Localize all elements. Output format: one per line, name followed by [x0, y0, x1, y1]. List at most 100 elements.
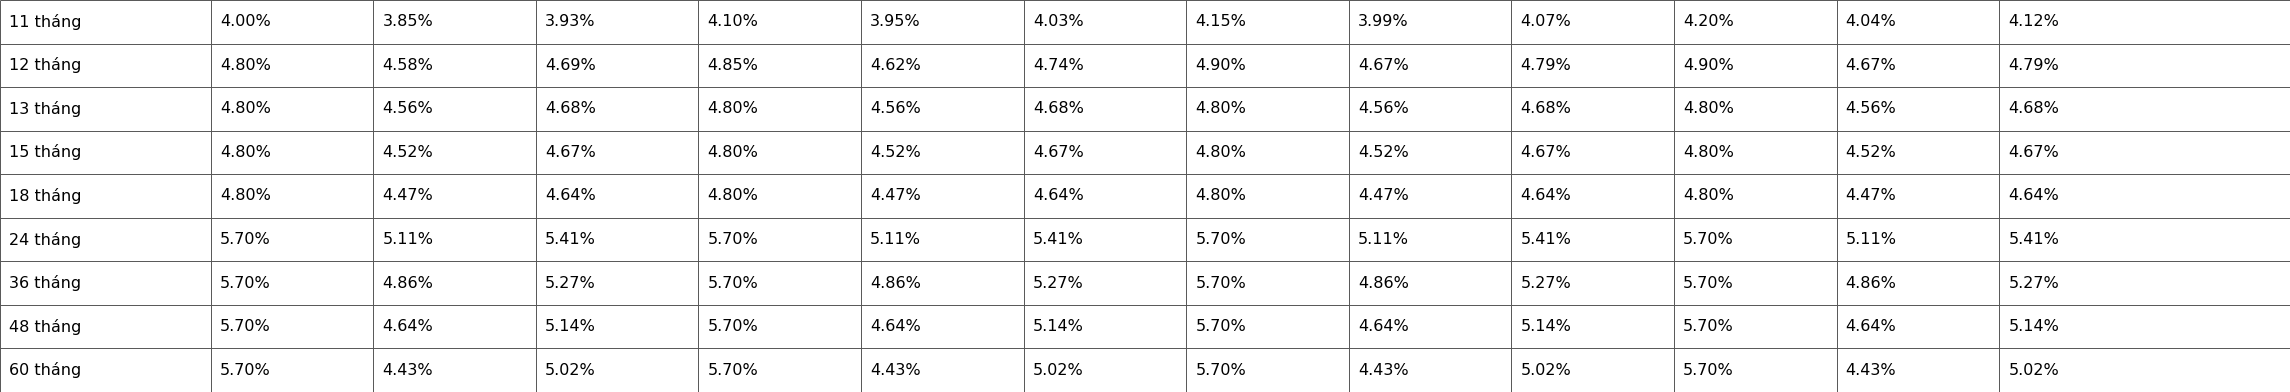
Text: 4.68%: 4.68% [1521, 102, 1571, 116]
Text: 4.80%: 4.80% [220, 145, 270, 160]
Text: 4.52%: 4.52% [382, 145, 433, 160]
Text: 4.64%: 4.64% [870, 319, 921, 334]
Text: 4.80%: 4.80% [220, 189, 270, 203]
Text: 4.58%: 4.58% [382, 58, 433, 73]
Text: 12 tháng: 12 tháng [9, 57, 82, 73]
Text: 4.86%: 4.86% [1358, 276, 1408, 290]
Text: 5.70%: 5.70% [220, 232, 270, 247]
Text: 4.20%: 4.20% [1683, 14, 1734, 29]
Text: 5.27%: 5.27% [1033, 276, 1083, 290]
Text: 5.02%: 5.02% [1033, 363, 1083, 378]
Text: 4.80%: 4.80% [1195, 189, 1246, 203]
Text: 4.43%: 4.43% [870, 363, 921, 378]
Text: 5.70%: 5.70% [1195, 276, 1246, 290]
Text: 5.11%: 5.11% [870, 232, 921, 247]
Text: 5.70%: 5.70% [708, 232, 758, 247]
Text: 3.85%: 3.85% [382, 14, 433, 29]
Text: 4.67%: 4.67% [1521, 145, 1571, 160]
Text: 4.90%: 4.90% [1195, 58, 1246, 73]
Text: 4.80%: 4.80% [708, 102, 758, 116]
Text: 5.02%: 5.02% [2008, 363, 2059, 378]
Text: 4.47%: 4.47% [1358, 189, 1408, 203]
Text: 4.47%: 4.47% [1846, 189, 1896, 203]
Text: 5.70%: 5.70% [1683, 363, 1734, 378]
Text: 4.64%: 4.64% [382, 319, 433, 334]
Text: 5.41%: 5.41% [1521, 232, 1571, 247]
Text: 5.11%: 5.11% [1846, 232, 1896, 247]
Text: 4.86%: 4.86% [870, 276, 921, 290]
Text: 4.47%: 4.47% [382, 189, 433, 203]
Text: 4.04%: 4.04% [1846, 14, 1896, 29]
Text: 4.64%: 4.64% [1846, 319, 1896, 334]
Text: 5.02%: 5.02% [545, 363, 595, 378]
Text: 5.70%: 5.70% [1195, 363, 1246, 378]
Text: 4.68%: 4.68% [2008, 102, 2059, 116]
Text: 4.80%: 4.80% [1683, 145, 1734, 160]
Text: 4.80%: 4.80% [1195, 145, 1246, 160]
Text: 4.15%: 4.15% [1195, 14, 1246, 29]
Text: 4.67%: 4.67% [545, 145, 595, 160]
Text: 5.70%: 5.70% [1195, 319, 1246, 334]
Text: 4.64%: 4.64% [545, 189, 595, 203]
Text: 36 tháng: 36 tháng [9, 275, 80, 291]
Text: 4.80%: 4.80% [708, 145, 758, 160]
Text: 4.80%: 4.80% [1683, 189, 1734, 203]
Text: 3.99%: 3.99% [1358, 14, 1408, 29]
Text: 3.93%: 3.93% [545, 14, 595, 29]
Text: 4.79%: 4.79% [1521, 58, 1571, 73]
Text: 5.70%: 5.70% [220, 363, 270, 378]
Text: 13 tháng: 13 tháng [9, 101, 82, 117]
Text: 4.80%: 4.80% [1683, 102, 1734, 116]
Text: 5.70%: 5.70% [708, 363, 758, 378]
Text: 4.62%: 4.62% [870, 58, 921, 73]
Text: 5.41%: 5.41% [2008, 232, 2059, 247]
Text: 4.00%: 4.00% [220, 14, 270, 29]
Text: 4.79%: 4.79% [2008, 58, 2059, 73]
Text: 5.70%: 5.70% [1683, 232, 1734, 247]
Text: 4.64%: 4.64% [1521, 189, 1571, 203]
Text: 5.70%: 5.70% [1683, 319, 1734, 334]
Text: 4.80%: 4.80% [220, 102, 270, 116]
Text: 4.10%: 4.10% [708, 14, 758, 29]
Text: 4.52%: 4.52% [1846, 145, 1896, 160]
Text: 4.67%: 4.67% [1033, 145, 1083, 160]
Text: 4.43%: 4.43% [1846, 363, 1896, 378]
Text: 48 tháng: 48 tháng [9, 319, 82, 335]
Text: 4.85%: 4.85% [708, 58, 758, 73]
Text: 4.69%: 4.69% [545, 58, 595, 73]
Text: 4.03%: 4.03% [1033, 14, 1083, 29]
Text: 4.56%: 4.56% [1358, 102, 1408, 116]
Text: 5.11%: 5.11% [1358, 232, 1408, 247]
Text: 4.47%: 4.47% [870, 189, 921, 203]
Text: 3.95%: 3.95% [870, 14, 921, 29]
Text: 4.64%: 4.64% [2008, 189, 2059, 203]
Text: 4.12%: 4.12% [2008, 14, 2059, 29]
Text: 4.52%: 4.52% [870, 145, 921, 160]
Text: 5.27%: 5.27% [2008, 276, 2059, 290]
Text: 5.02%: 5.02% [1521, 363, 1571, 378]
Text: 4.67%: 4.67% [1358, 58, 1408, 73]
Text: 5.27%: 5.27% [1521, 276, 1571, 290]
Text: 4.56%: 4.56% [1846, 102, 1896, 116]
Text: 4.74%: 4.74% [1033, 58, 1083, 73]
Text: 15 tháng: 15 tháng [9, 144, 82, 160]
Text: 24 tháng: 24 tháng [9, 232, 82, 248]
Text: 4.86%: 4.86% [382, 276, 433, 290]
Text: 5.41%: 5.41% [1033, 232, 1083, 247]
Text: 4.68%: 4.68% [545, 102, 595, 116]
Text: 5.14%: 5.14% [1033, 319, 1083, 334]
Text: 4.68%: 4.68% [1033, 102, 1083, 116]
Text: 5.70%: 5.70% [220, 276, 270, 290]
Text: 4.80%: 4.80% [708, 189, 758, 203]
Text: 4.07%: 4.07% [1521, 14, 1571, 29]
Text: 4.80%: 4.80% [220, 58, 270, 73]
Text: 5.70%: 5.70% [708, 319, 758, 334]
Text: 4.52%: 4.52% [1358, 145, 1408, 160]
Text: 5.70%: 5.70% [1195, 232, 1246, 247]
Text: 4.80%: 4.80% [1195, 102, 1246, 116]
Text: 4.67%: 4.67% [1846, 58, 1896, 73]
Text: 4.43%: 4.43% [382, 363, 433, 378]
Text: 5.14%: 5.14% [545, 319, 595, 334]
Text: 4.90%: 4.90% [1683, 58, 1734, 73]
Text: 5.41%: 5.41% [545, 232, 595, 247]
